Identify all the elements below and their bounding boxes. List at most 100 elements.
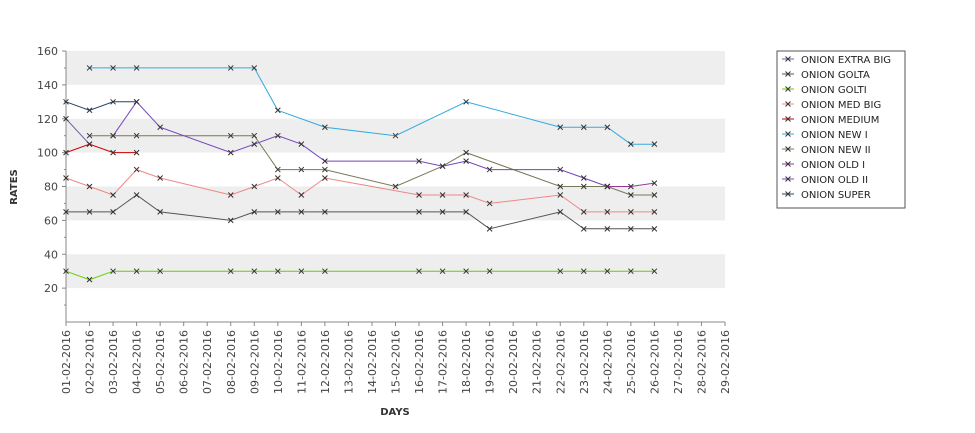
x-tick-label: 04-02-2016 [131,330,144,394]
data-point [133,166,140,173]
data-point [322,124,328,131]
data-point [392,183,399,190]
data-point [628,268,634,275]
data-point [580,175,587,181]
data-point [86,276,93,283]
data-point [651,180,658,186]
x-tick-label: 07-02-2016 [201,330,214,394]
data-point [157,124,163,131]
data-point [133,98,140,105]
legend-item: ONION EXTRA BIG [782,55,891,66]
data-point [227,149,234,156]
data-point [298,141,305,148]
data-point [86,209,93,215]
data-point [133,132,140,139]
x-tick-label: 06-02-2016 [178,330,191,394]
data-point [463,209,469,215]
x-tick-label: 17-02-2016 [437,330,450,394]
data-point [63,209,69,215]
series-line [65,101,137,111]
data-point [251,65,258,71]
legend-label: ONION MEDIUM [801,115,879,126]
legend-label: ONION GOLTA [801,70,870,81]
background-band [66,186,725,221]
data-point [274,268,281,275]
x-axis: 01-02-2016 02-02-2016 03-02-2016 04-02-2016… [60,321,732,394]
legend-marker [785,86,791,92]
data-point [298,192,305,198]
data-point [628,209,634,215]
legend-item: ONION OLD I [782,160,865,171]
x-tick-label: 28-02-2016 [695,330,708,394]
data-point [557,124,564,131]
data-point [251,141,258,148]
series-onion-golti [63,268,658,283]
x-tick-label: 18-02-2016 [460,330,473,394]
data-point [298,209,305,215]
x-tick-label: 20-02-2016 [507,330,520,394]
data-point [580,124,587,131]
series-line [65,118,90,145]
y-tick-label: 120 [37,113,58,126]
series-onion-golta [63,192,658,232]
y-tick-label: 80 [44,181,58,194]
data-point [133,149,140,156]
y-axis: 20 40 60 80 100 120 140 160 [37,45,67,322]
data-point [322,175,328,181]
data-point [251,209,258,215]
x-tick-label: 27-02-2016 [672,330,685,394]
x-tick-label: 23-02-2016 [578,330,591,394]
series-onion-super [63,98,140,114]
data-point [157,175,163,181]
data-point [604,268,611,275]
legend-marker [785,131,791,137]
series-onion-medium [63,141,140,156]
legend-marker [785,101,791,107]
data-point [651,209,658,215]
x-tick-label: 15-02-2016 [390,330,403,394]
data-point [651,192,658,198]
data-point [298,166,305,173]
data-point [86,132,93,139]
data-point [463,158,469,164]
data-point [274,175,281,181]
data-point [274,107,281,114]
x-tick-label: 05-02-2016 [154,330,167,394]
legend-item: ONION OLD II [782,175,868,186]
data-point [416,158,422,164]
x-tick-label: 19-02-2016 [484,330,497,394]
data-point [557,209,564,215]
data-point [439,192,446,198]
data-point [227,268,234,275]
x-tick-label: 14-02-2016 [366,330,379,394]
data-point [322,166,328,173]
legend-label: ONION OLD II [801,175,868,186]
data-point [63,115,69,122]
data-point [416,192,422,198]
data-point [651,268,658,275]
data-point [227,217,234,224]
data-point [628,192,634,198]
data-point [486,166,493,173]
data-point [486,268,493,275]
x-tick-label: 08-02-2016 [225,330,238,394]
data-point [580,183,587,190]
data-point [628,141,634,148]
data-point [463,268,469,275]
data-point [110,209,116,215]
data-point [604,209,611,215]
x-tick-label: 02-02-2016 [84,330,97,394]
data-point [86,107,93,114]
data-point [110,149,116,156]
x-tick-label: 24-02-2016 [601,330,614,394]
x-tick-label: 25-02-2016 [625,330,638,394]
legend-marker [785,56,791,62]
data-point [322,268,328,275]
legend-marker [785,161,791,167]
legend-marker [785,176,791,182]
x-tick-label: 13-02-2016 [342,330,355,394]
data-point [110,268,116,275]
data-point [557,192,564,198]
data-point [227,192,234,198]
data-point [392,132,399,139]
